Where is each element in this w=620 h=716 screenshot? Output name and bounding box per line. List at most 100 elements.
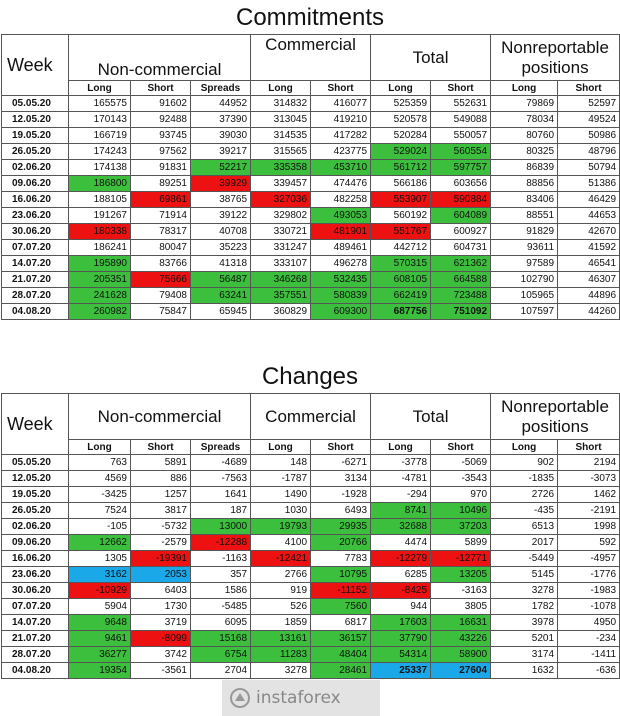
commitments-table: Week Non-commercial Commercial Total Non…: [1, 34, 620, 320]
value-cell: 7560: [310, 598, 372, 615]
value-cell: 11283: [250, 646, 312, 663]
table-row: 26.05.20 174243 97562 39217 315565 423775 5290…: [1, 143, 620, 160]
short-header: Short: [130, 80, 191, 96]
value-cell: 58900: [430, 646, 492, 663]
value-cell: 63241: [189, 287, 252, 304]
value-cell: 187: [189, 502, 252, 519]
value-cell: 37790: [370, 630, 432, 647]
value-cell: -12279: [370, 550, 432, 567]
value-cell: 80325: [490, 143, 559, 160]
value-cell: 357551: [250, 287, 312, 304]
value-cell: 75847: [130, 303, 191, 320]
value-cell: 97562: [130, 143, 191, 160]
value-cell: 38765: [189, 191, 252, 208]
short-header: Short: [310, 439, 372, 455]
value-cell: -105: [68, 518, 131, 535]
value-cell: -12771: [430, 550, 492, 567]
value-cell: 481901: [310, 223, 372, 240]
value-cell: 1030: [250, 502, 312, 519]
value-cell: 52597: [557, 95, 620, 112]
value-cell: 27604: [430, 662, 492, 679]
week-cell: 19.05.20: [1, 127, 69, 144]
value-cell: 570315: [370, 255, 432, 272]
value-cell: 32688: [370, 518, 432, 535]
value-cell: 46429: [557, 191, 620, 208]
value-cell: 191267: [68, 207, 131, 224]
table-row: 19.05.20 166719 93745 39030 314535 417282 5202…: [1, 127, 620, 144]
value-cell: 520284: [370, 127, 432, 144]
table-row: 02.06.20 -105 -5732 13000 19793 29935 32688 372…: [1, 518, 620, 535]
value-cell: 88856: [490, 175, 559, 192]
value-cell: 3817: [130, 502, 191, 519]
value-cell: 46541: [557, 255, 620, 272]
value-cell: 5899: [430, 534, 492, 551]
week-cell: 28.07.20: [1, 287, 69, 304]
value-cell: 20766: [310, 534, 372, 551]
value-cell: 166719: [68, 127, 131, 144]
table-row: 16.06.20 1305 -19391 -1163 -12421 7783 -12279-…: [1, 550, 620, 567]
value-cell: 80760: [490, 127, 559, 144]
value-cell: 3134: [310, 470, 372, 487]
value-cell: -1787: [250, 470, 312, 487]
value-cell: -1163: [189, 550, 252, 567]
value-cell: 566186: [370, 175, 432, 192]
value-cell: 6285: [370, 566, 432, 583]
value-cell: 1305: [68, 550, 131, 567]
value-cell: 314535: [250, 127, 312, 144]
week-cell: 14.07.20: [1, 255, 69, 272]
value-cell: 41592: [557, 239, 620, 256]
value-cell: 604089: [430, 207, 492, 224]
value-cell: 3278: [490, 582, 559, 599]
value-cell: 89251: [130, 175, 191, 192]
value-cell: 423775: [310, 143, 372, 160]
value-cell: -7563: [189, 470, 252, 487]
value-cell: 453710: [310, 159, 372, 176]
table-row: 23.06.20 191267 71914 39122 329802 493053 5601…: [1, 207, 620, 224]
value-cell: 46307: [557, 271, 620, 288]
value-cell: -3543: [430, 470, 492, 487]
week-cell: 21.07.20: [1, 630, 69, 647]
value-cell: 37390: [189, 111, 252, 128]
total-header: Total: [370, 34, 492, 81]
value-cell: 751092: [430, 303, 492, 320]
value-cell: 1462: [557, 486, 620, 503]
value-cell: 3719: [130, 614, 191, 631]
value-cell: 148: [250, 454, 312, 471]
value-cell: 580839: [310, 287, 372, 304]
value-cell: 41318: [189, 255, 252, 272]
value-cell: 6817: [310, 614, 372, 631]
value-cell: 551767: [370, 223, 432, 240]
value-cell: 4100: [250, 534, 312, 551]
week-cell: 07.07.20: [1, 239, 69, 256]
value-cell: 886: [130, 470, 191, 487]
value-cell: 93745: [130, 127, 191, 144]
commitments-body: 05.05.20 165575 91602 44952 314832 416077 5253…: [1, 95, 620, 320]
value-cell: 12662: [68, 534, 131, 551]
value-cell: 474476: [310, 175, 372, 192]
commitments-title: Commitments: [235, 4, 385, 31]
changes-section: Changes Week Non-commercial Commercial T…: [0, 361, 620, 679]
value-cell: -4781: [370, 470, 432, 487]
week-cell: 12.05.20: [1, 111, 69, 128]
value-cell: 330721: [250, 223, 312, 240]
week-cell: 21.07.20: [1, 271, 69, 288]
value-cell: 3742: [130, 646, 191, 663]
value-cell: 5145: [490, 566, 559, 583]
value-cell: 520578: [370, 111, 432, 128]
value-cell: 13205: [430, 566, 492, 583]
value-cell: -11152: [310, 582, 372, 599]
table-row: 07.07.20 186241 80047 35223 331247 489461 4427…: [1, 239, 620, 256]
value-cell: 357: [189, 566, 252, 583]
week-cell: 05.05.20: [1, 95, 69, 112]
value-cell: 50986: [557, 127, 620, 144]
value-cell: 4569: [68, 470, 131, 487]
value-cell: 549088: [430, 111, 492, 128]
table-row: 21.07.20 205351 75666 56487 346268 532435 6081…: [1, 271, 620, 288]
week-cell: 28.07.20: [1, 646, 69, 663]
value-cell: 65945: [189, 303, 252, 320]
week-cell: 23.06.20: [1, 207, 69, 224]
value-cell: 10795: [310, 566, 372, 583]
value-cell: 662419: [370, 287, 432, 304]
value-cell: 36157: [310, 630, 372, 647]
changes-body: 05.05.20 763 5891 -4689 148 -6271 -3778 -5069 90…: [1, 454, 620, 679]
